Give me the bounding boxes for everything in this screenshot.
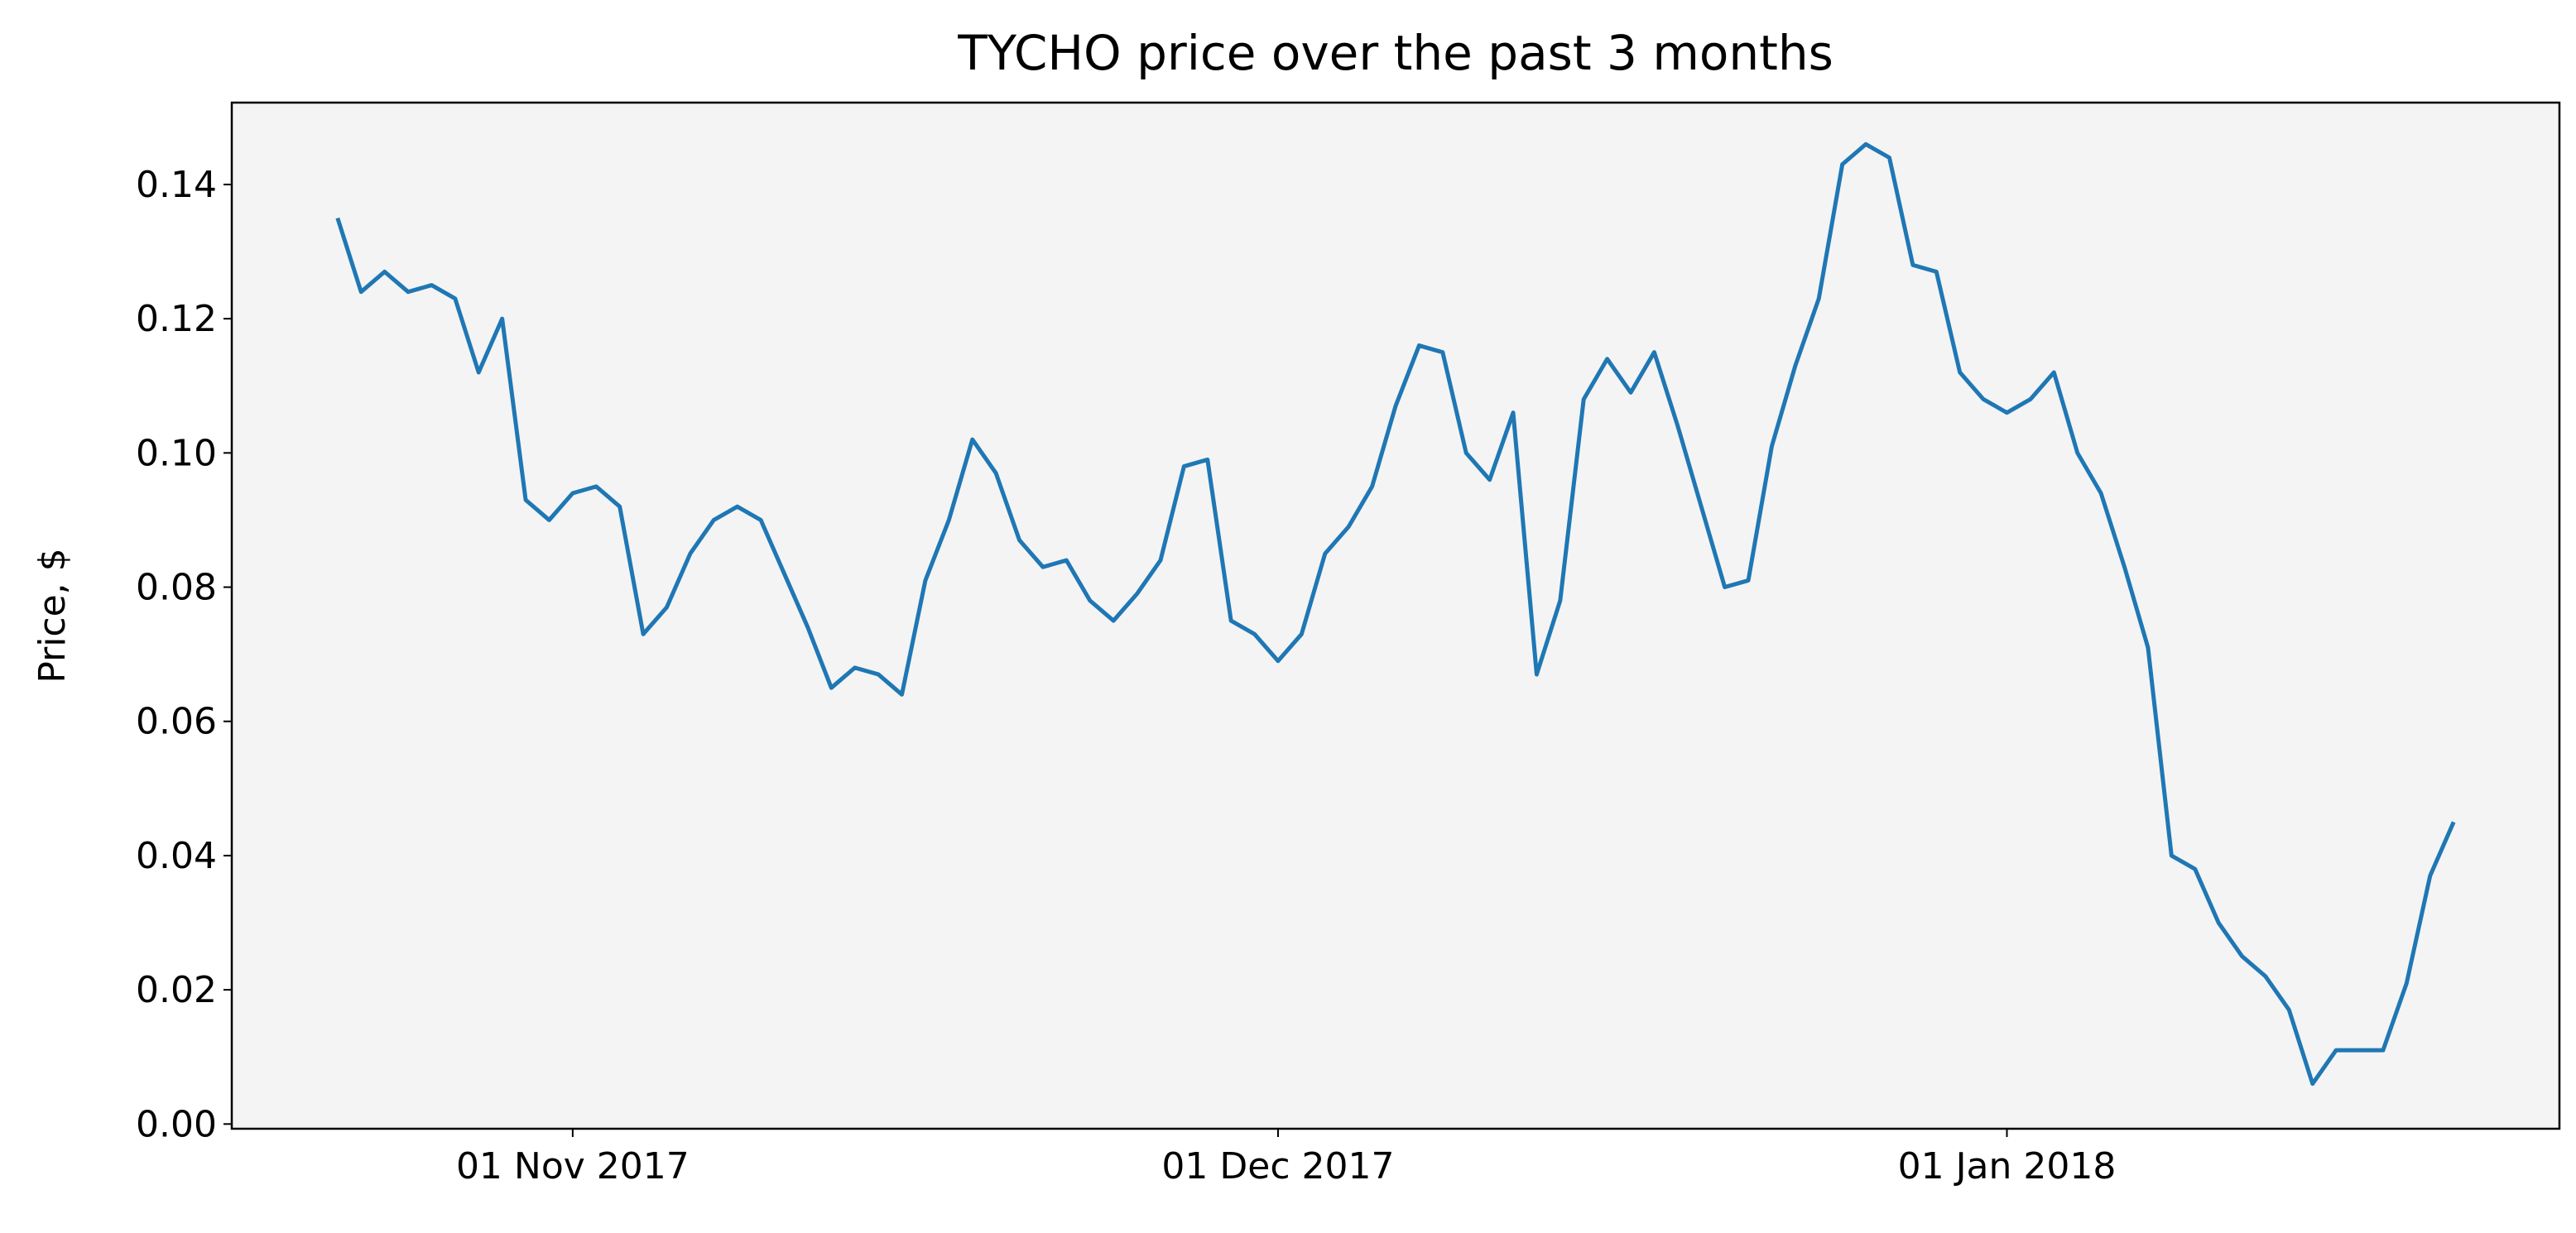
y-tick-label: 0.04 bbox=[136, 835, 217, 877]
y-axis-label: Price, $ bbox=[31, 548, 74, 683]
y-tick-label: 0.02 bbox=[136, 969, 217, 1011]
y-tick-label: 0.06 bbox=[136, 701, 217, 743]
y-tick-label: 0.10 bbox=[136, 432, 217, 474]
y-tick-label: 0.12 bbox=[136, 298, 217, 340]
y-tick-label: 0.00 bbox=[136, 1103, 217, 1145]
x-tick-label: 01 Jan 2018 bbox=[1898, 1145, 2117, 1187]
x-tick-label: 01 Nov 2017 bbox=[456, 1145, 690, 1187]
x-tick-label: 01 Dec 2017 bbox=[1161, 1145, 1394, 1187]
plot-frame bbox=[230, 101, 2561, 1130]
y-tick-label: 0.08 bbox=[136, 567, 217, 609]
chart-title: TYCHO price over the past 3 months bbox=[957, 25, 1833, 81]
price-line bbox=[335, 142, 2456, 1087]
plot-background bbox=[232, 103, 2559, 1129]
y-tick-label: 0.14 bbox=[136, 164, 217, 206]
